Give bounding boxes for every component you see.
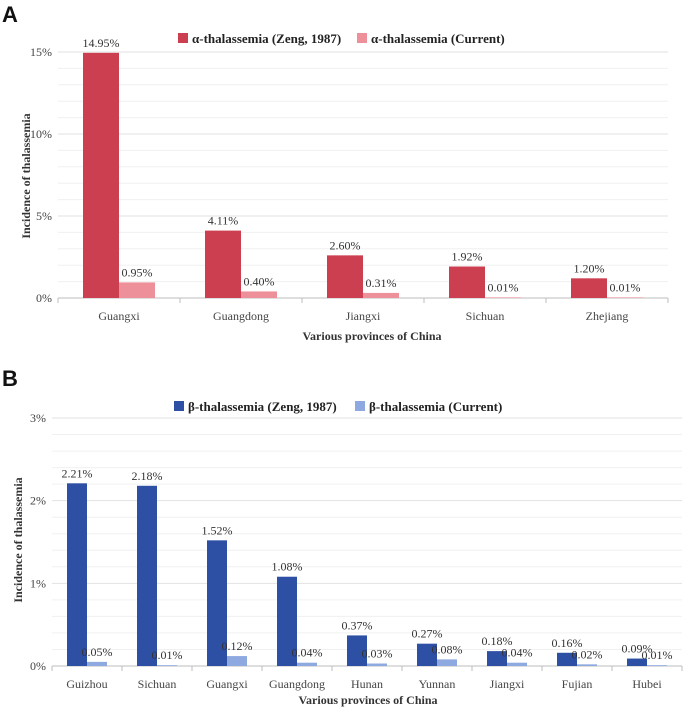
data-label: 0.18%: [482, 634, 513, 648]
legend-b-swatch-0: [174, 401, 184, 411]
category-label: Guangdong: [269, 677, 325, 691]
data-label: 1.20%: [574, 261, 605, 275]
data-label: 14.95%: [83, 36, 120, 50]
panel-b-y-axis-title: Incidence of thalassemia: [11, 477, 25, 602]
bar-b-s0-hubei: [627, 658, 647, 666]
data-label: 0.02%: [572, 647, 603, 661]
y-tick-label: 3%: [30, 411, 46, 425]
category-label: Sichuan: [466, 309, 505, 323]
bar-b-s1-guizhou: [87, 661, 107, 666]
panel-a-legend: α-thalassemia (Zeng, 1987) α-thalassemia…: [178, 31, 505, 46]
panel-b-plot: 0% 1% 2% 3% 2.21% 0.05% Guizhou 2.18% 0.01% Sichu…: [30, 411, 683, 691]
bar-a-s1-jiangxi: [363, 292, 399, 298]
panel-b-legend: β-thalassemia (Zeng, 1987) β-thalassemia…: [174, 399, 502, 414]
bar-b-s0-sichuan: [137, 485, 157, 666]
category-label: Jiangxi: [346, 309, 381, 323]
category-label: Guangxi: [206, 677, 248, 691]
panel-a-plot: 0% 5% 10% 15% 14.95% 0.95% Guangxi 4.11% 0.40% Gu…: [30, 36, 669, 323]
bar-b-s0-guizhou: [67, 483, 87, 666]
data-label: 0.01%: [642, 648, 673, 662]
bar-b-s0-guangdong: [277, 576, 297, 666]
panel-a-letter: A: [2, 2, 18, 27]
data-label: 0.37%: [342, 618, 373, 632]
data-label: 2.18%: [132, 469, 163, 483]
bar-a-s1-guangxi: [119, 282, 155, 298]
bar-a-s1-zhejiang: [607, 297, 643, 298]
legend-a-label-0: α-thalassemia (Zeng, 1987): [192, 31, 341, 46]
bar-b-s0-jiangxi: [487, 651, 507, 666]
bar-a-s0-guangxi: [83, 52, 119, 298]
data-label: 0.01%: [152, 648, 183, 662]
y-tick-label: 0%: [30, 659, 46, 673]
data-label: 4.11%: [208, 214, 239, 228]
legend-b-swatch-1: [355, 401, 365, 411]
data-label: 1.08%: [272, 560, 303, 574]
bar-a-s0-guangdong: [205, 230, 241, 298]
panel-a: A α-thalassemia (Zeng, 1987) α-thalassem…: [2, 2, 669, 343]
data-label: 0.04%: [292, 646, 323, 660]
category-label: Jiangxi: [490, 677, 525, 691]
bar-b-s1-sichuan: [157, 665, 177, 666]
bar-a-s0-zhejiang: [571, 278, 607, 298]
bar-b-s0-guangxi: [207, 540, 227, 666]
category-label: Yunnan: [419, 677, 456, 691]
data-label: 0.16%: [552, 636, 583, 650]
bar-a-s1-sichuan: [485, 297, 521, 298]
panel-b-x-axis-title: Various provinces of China: [298, 693, 437, 707]
panel-a-x-axis-title: Various provinces of China: [302, 329, 441, 343]
y-tick-label: 10%: [30, 127, 52, 141]
bar-a-s0-jiangxi: [327, 255, 363, 298]
category-label: Guangxi: [98, 309, 140, 323]
category-label: Guizhou: [66, 677, 107, 691]
data-label: 2.60%: [330, 238, 361, 252]
bar-b-s1-guangxi: [227, 656, 247, 666]
data-label: 0.05%: [82, 645, 113, 659]
bar-a-s1-guangdong: [241, 291, 277, 298]
panel-a-y-axis-title: Incidence of thalassemia: [19, 113, 33, 238]
bar-b-s1-hubei: [647, 665, 667, 666]
bar-b-s0-hunan: [347, 635, 367, 666]
data-label: 0.12%: [222, 639, 253, 653]
data-label: 0.01%: [488, 280, 519, 294]
bar-b-s1-fujian: [577, 664, 597, 666]
data-label: 0.04%: [502, 646, 533, 660]
y-tick-label: 1%: [30, 576, 46, 590]
category-label: Sichuan: [138, 677, 177, 691]
legend-a-swatch-1: [357, 33, 367, 43]
bar-b-s0-yunnan: [417, 643, 437, 666]
data-label: 2.21%: [62, 466, 93, 480]
legend-b-label-1: β-thalassemia (Current): [369, 399, 502, 414]
panel-b-letter: B: [2, 366, 18, 391]
bar-b-s1-guangdong: [297, 662, 317, 666]
data-label: 0.08%: [432, 642, 463, 656]
legend-a-swatch-0: [178, 33, 188, 43]
bar-b-s1-hunan: [367, 663, 387, 666]
data-label: 0.31%: [366, 276, 397, 290]
y-tick-label: 2%: [30, 494, 46, 508]
data-label: 0.03%: [362, 647, 393, 661]
category-label: Fujian: [562, 677, 593, 691]
panel-b: B β-thalassemia (Zeng, 1987) β-thalassem…: [2, 366, 683, 707]
y-tick-label: 0%: [36, 291, 52, 305]
category-label: Zhejiang: [586, 309, 629, 323]
category-label: Guangdong: [213, 309, 269, 323]
bar-a-s0-sichuan: [449, 266, 485, 298]
data-label: 0.27%: [412, 627, 443, 641]
legend-a-label-1: α-thalassemia (Current): [371, 31, 505, 46]
bar-b-s0-fujian: [557, 652, 577, 666]
y-tick-label: 15%: [30, 45, 52, 59]
category-label: Hubei: [632, 677, 662, 691]
data-label: 0.09%: [622, 642, 653, 656]
category-label: Hunan: [351, 677, 383, 691]
data-label: 0.95%: [122, 265, 153, 279]
data-label: 1.52%: [202, 523, 233, 537]
data-label: 0.01%: [610, 280, 641, 294]
data-label: 1.92%: [452, 250, 483, 264]
y-tick-label: 5%: [36, 209, 52, 223]
bar-b-s1-jiangxi: [507, 662, 527, 666]
data-label: 0.40%: [244, 274, 275, 288]
legend-b-label-0: β-thalassemia (Zeng, 1987): [188, 399, 337, 414]
bar-b-s1-yunnan: [437, 659, 457, 666]
